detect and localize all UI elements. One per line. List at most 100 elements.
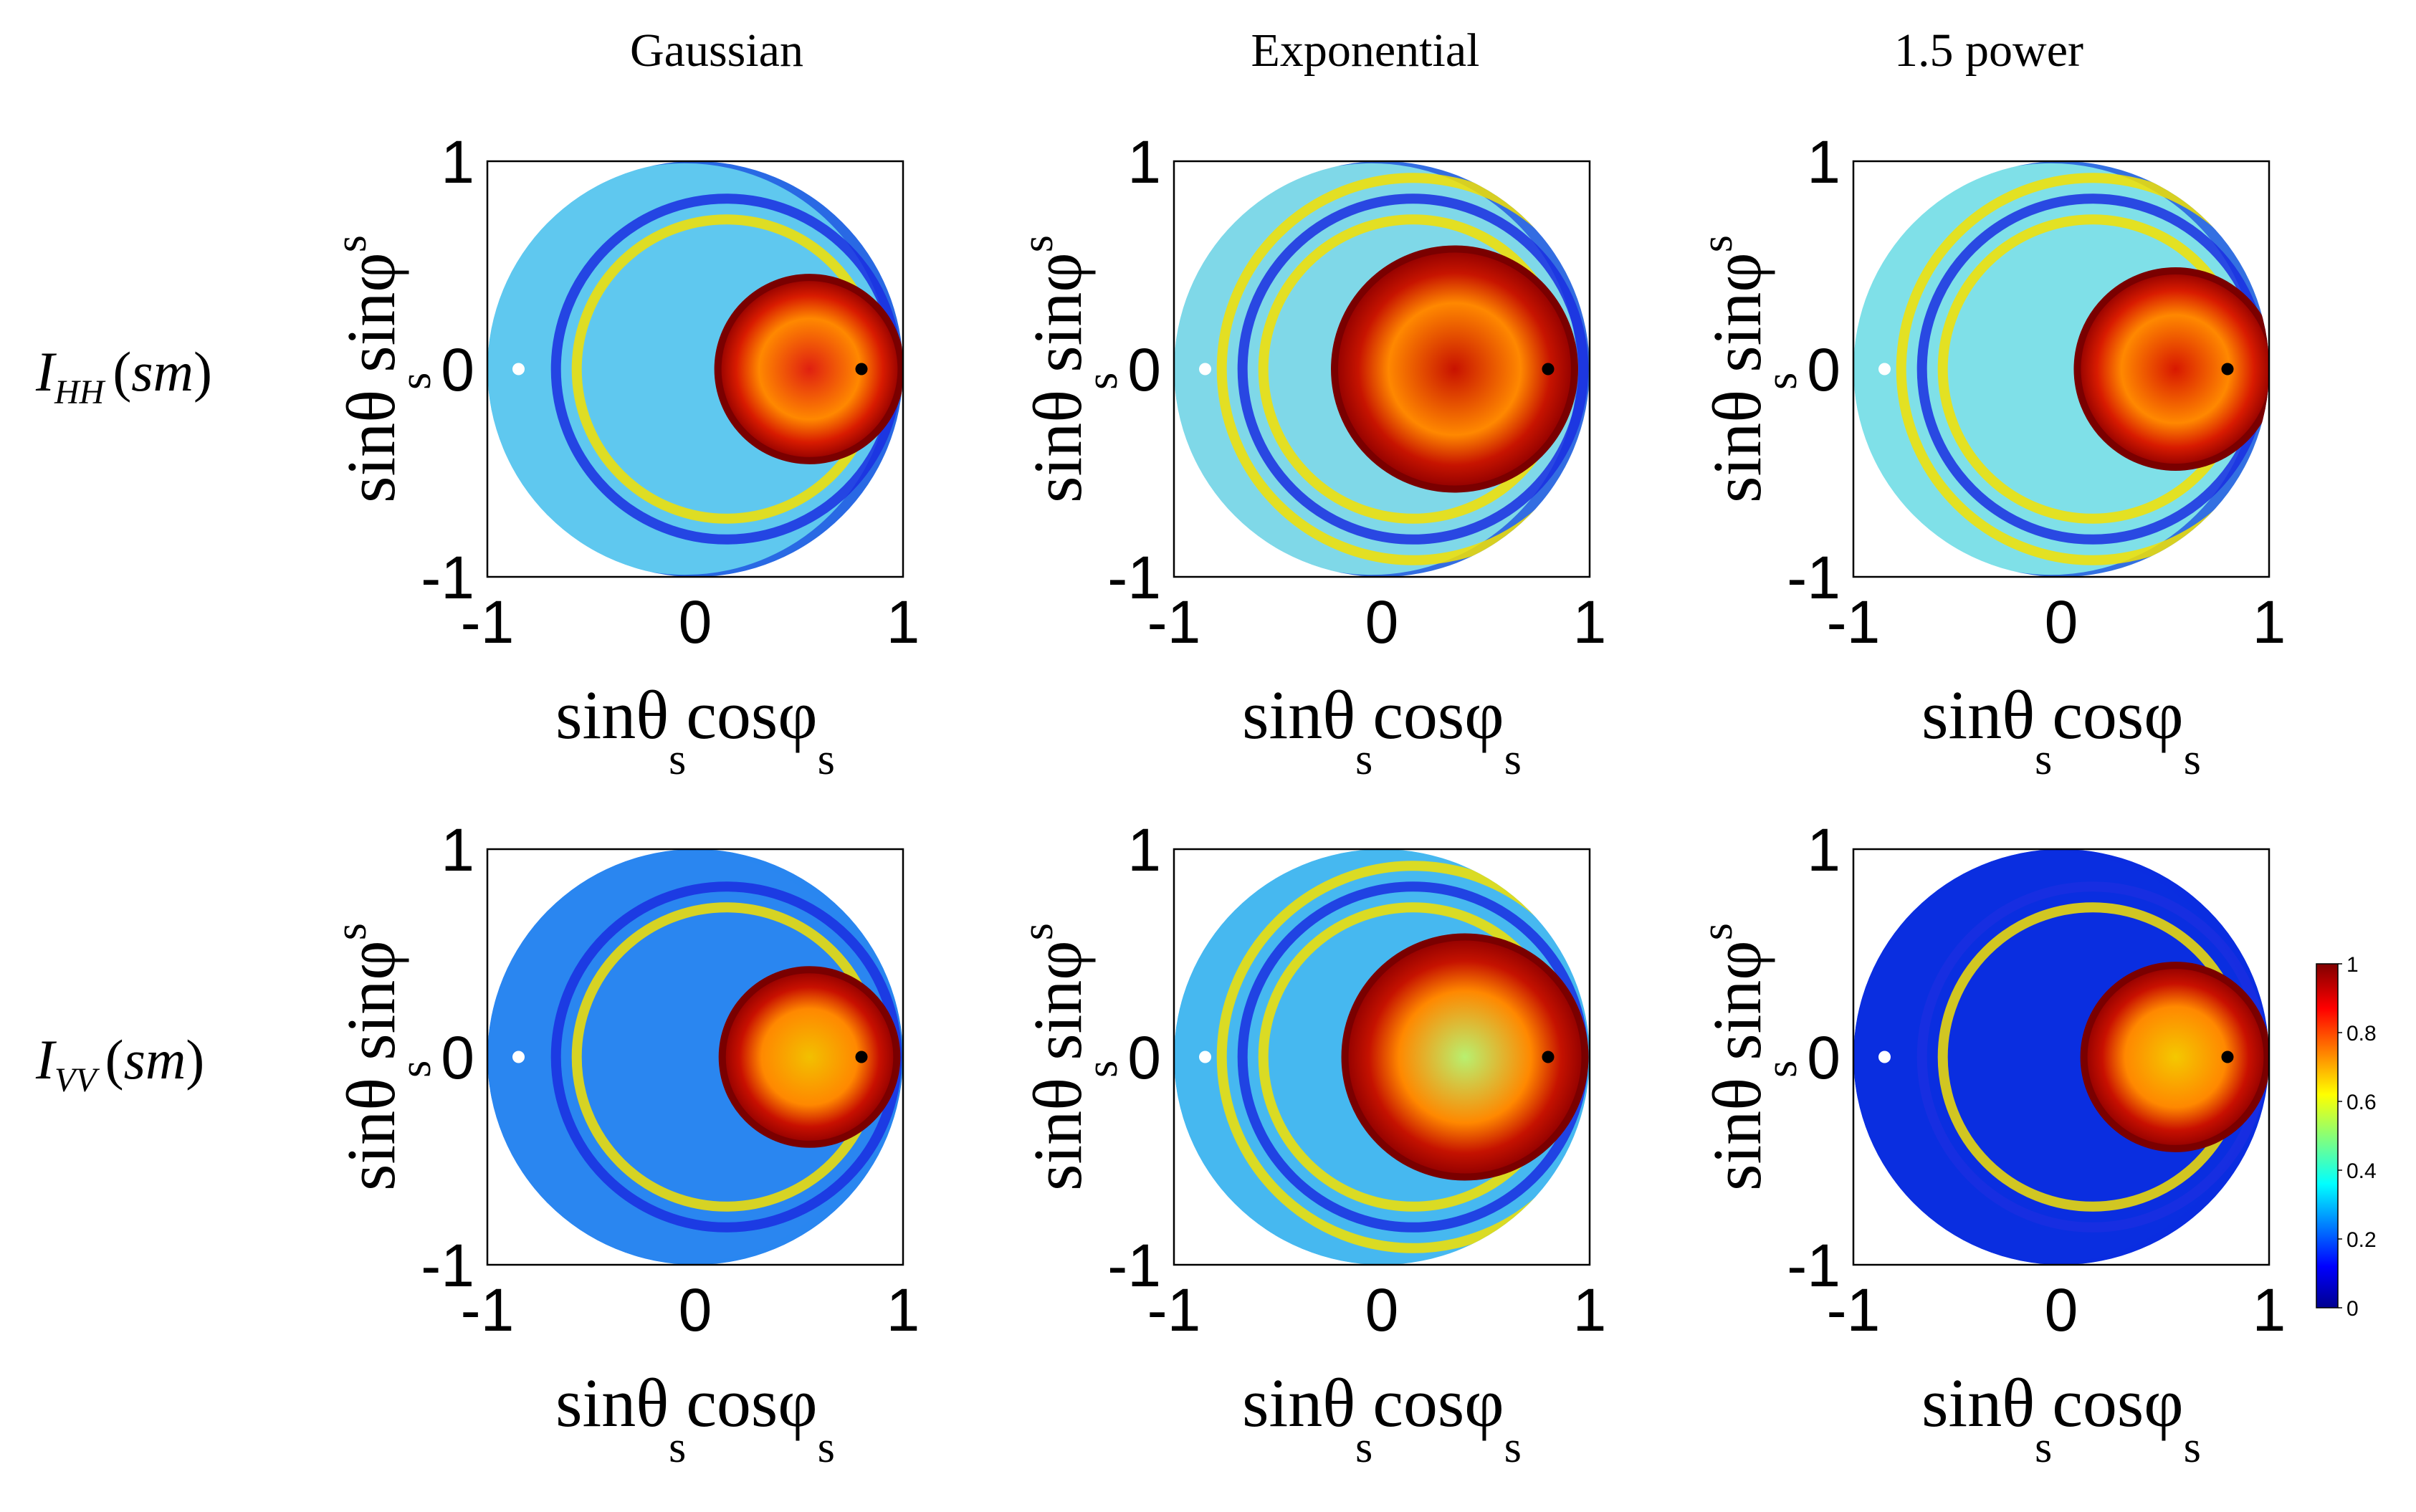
y-tick-label: 1	[441, 816, 474, 884]
colorbar-tick-label: 0.2	[2346, 1228, 2377, 1252]
heatmap-lobe	[717, 277, 902, 461]
specular-point	[855, 1051, 868, 1063]
y-tick-label: -1	[1787, 1232, 1840, 1299]
x-axis-label: sinθscosφs	[555, 676, 835, 784]
x-tick-label: 1	[887, 588, 920, 656]
plot-frame	[1852, 848, 2271, 1266]
incident-specular-point	[512, 363, 525, 375]
y-tick-label: 1	[1127, 128, 1161, 196]
heatmap-disc	[487, 849, 903, 1265]
x-tick-label: -1	[461, 588, 515, 656]
x-tick-label: -1	[1147, 1276, 1201, 1344]
specular-point	[2221, 1051, 2234, 1063]
heatmap-lobe	[2083, 965, 2268, 1149]
y-tick-label: 0	[441, 336, 474, 403]
x-tick-label: -1	[1827, 1276, 1881, 1344]
heatmap-disc	[1174, 849, 1590, 1265]
heatmap-lobe-edge	[1331, 245, 1578, 493]
y-tick-label: 0	[1807, 1024, 1840, 1091]
x-tick-label: 0	[2045, 1276, 2078, 1344]
x-tick-label: 1	[1573, 1276, 1607, 1344]
heatmap-fringe-2	[1216, 861, 1590, 1253]
x-tick-label: -1	[461, 1276, 515, 1344]
plot-frame	[486, 848, 904, 1266]
column-title-1: Exponential	[1251, 24, 1480, 77]
panel-r0-c0: -1 0 1 1 0 -1 sinθscosφs sinθssinφs	[327, 128, 920, 784]
specular-point	[855, 363, 868, 375]
y-tick-label: -1	[1787, 544, 1840, 611]
heatmap-lobe-edge	[718, 966, 901, 1148]
plot-frame	[1173, 848, 1591, 1266]
column-title-2: 1.5 power	[1894, 24, 2083, 77]
y-axis-label: sinθssinφs	[1693, 923, 1806, 1191]
plot-frame	[1852, 160, 2271, 578]
row-label-1: IVV (sm)	[35, 1028, 204, 1099]
heatmap-disc	[487, 161, 903, 577]
y-tick-label: 1	[1127, 816, 1161, 884]
colorbar-tick-label: 0	[2346, 1297, 2359, 1321]
colorbar-tick-label: 0.6	[2346, 1091, 2377, 1114]
x-tick-label: 1	[2253, 588, 2286, 656]
x-tick-label: 0	[2045, 588, 2078, 656]
row-label-0: IHH (sm)	[35, 340, 212, 411]
heatmap-lobe-edge	[1341, 933, 1589, 1181]
colorbar-tick-label: 0.8	[2346, 1022, 2377, 1046]
y-tick-label: -1	[421, 1232, 474, 1299]
x-tick-label: -1	[1827, 588, 1881, 656]
incident-specular-point	[1878, 363, 1891, 375]
colorbar-tick-label: 1	[2346, 953, 2359, 977]
panel-r0-c1: -1 0 1 1 0 -1 sinθscosφs sinθssinφs	[1013, 128, 1606, 784]
x-tick-label: 1	[2253, 1276, 2286, 1344]
y-tick-label: -1	[421, 544, 474, 611]
x-axis-label: sinθscosφs	[1242, 676, 1522, 784]
y-axis-label: sinθssinφs	[1013, 235, 1127, 503]
heatmap-lobe-edge	[2073, 267, 2269, 472]
incident-specular-point	[512, 1051, 525, 1063]
heatmap-fringe-2	[1896, 173, 2269, 565]
heatmap-disc	[1853, 161, 2269, 577]
heatmap-lobe	[1345, 937, 1585, 1177]
y-tick-label: 1	[441, 128, 474, 196]
x-tick-label: -1	[1147, 588, 1201, 656]
x-tick-label: 0	[679, 588, 712, 656]
y-tick-label: 0	[441, 1024, 474, 1091]
x-tick-label: 1	[887, 1276, 920, 1344]
specular-point	[1542, 1051, 1555, 1063]
specular-point	[1542, 363, 1555, 375]
heatmap-disc	[1174, 161, 1590, 577]
column-title-0: Gaussian	[630, 24, 803, 77]
heatmap-fringe-2	[1216, 173, 1590, 565]
panel-r1-c1: -1 0 1 1 0 -1 sinθscosφs sinθssinφs	[1013, 816, 1606, 1472]
y-tick-label: 0	[1127, 336, 1161, 403]
incident-specular-point	[1199, 363, 1211, 375]
x-axis-label: sinθscosφs	[1921, 676, 2201, 784]
heatmap-lobe-edge	[2080, 962, 2269, 1152]
x-axis-label: sinθscosφs	[1921, 1364, 2201, 1472]
y-axis-label: sinθssinφs	[327, 235, 440, 503]
x-axis-label: sinθscosφs	[1242, 1364, 1522, 1472]
panel-r1-c2: -1 0 1 1 0 -1 sinθscosφs sinθssinφs	[1693, 816, 2286, 1472]
plot-frame	[1173, 160, 1591, 578]
heatmap-lobe-edge	[714, 274, 903, 464]
colorbar-tick-label: 0.4	[2346, 1159, 2377, 1183]
incident-specular-point	[1878, 1051, 1891, 1063]
y-tick-label: -1	[1107, 544, 1161, 611]
panel-r1-c0: -1 0 1 1 0 -1 sinθscosφs sinθssinφs	[327, 816, 920, 1472]
y-axis-label: sinθssinφs	[1693, 235, 1806, 503]
y-tick-label: 0	[1807, 336, 1840, 403]
heatmap-lobe	[1334, 249, 1575, 489]
heatmap-lobe	[2077, 270, 2269, 468]
heatmap-lobe	[722, 970, 897, 1144]
x-axis-label: sinθscosφs	[555, 1364, 835, 1472]
heatmap-disc	[1853, 849, 2269, 1265]
y-tick-label: 0	[1127, 1024, 1161, 1091]
y-tick-label: 1	[1807, 816, 1840, 884]
incident-specular-point	[1199, 1051, 1211, 1063]
y-tick-label: -1	[1107, 1232, 1161, 1299]
y-tick-label: 1	[1807, 128, 1840, 196]
plot-frame	[486, 160, 904, 578]
x-tick-label: 0	[679, 1276, 712, 1344]
y-axis-label: sinθssinφs	[1013, 923, 1127, 1191]
colorbar	[2316, 963, 2339, 1308]
y-axis-label: sinθssinφs	[327, 923, 440, 1191]
